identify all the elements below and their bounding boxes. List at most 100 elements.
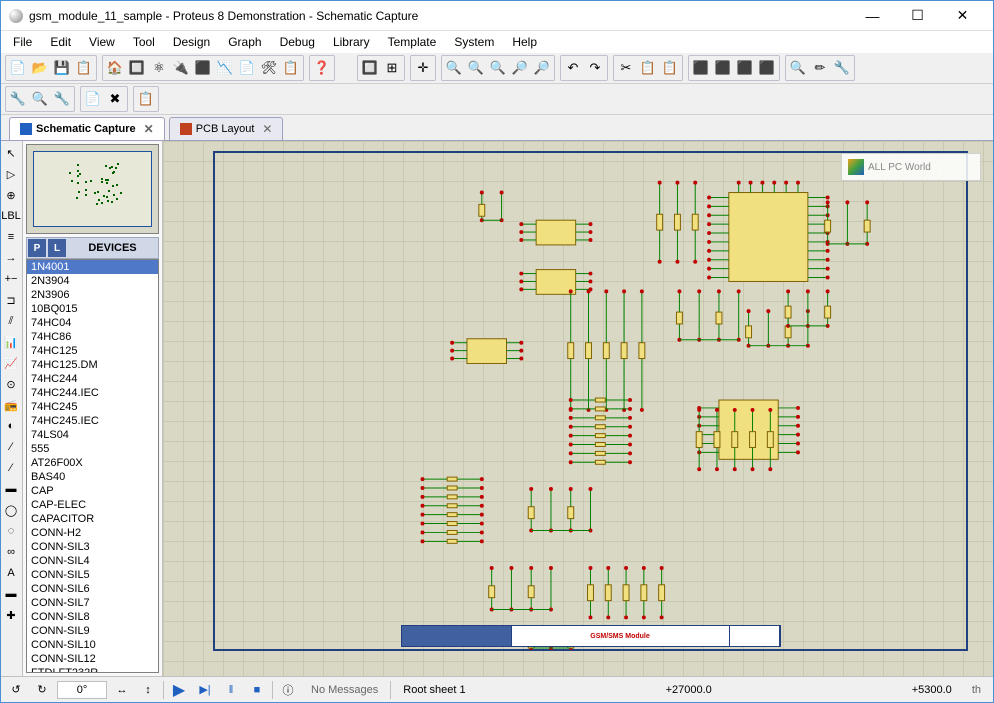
device-item[interactable]: AT26F00X bbox=[27, 456, 158, 470]
overview-panel[interactable] bbox=[26, 144, 159, 234]
messages-label[interactable]: No Messages bbox=[303, 684, 386, 696]
device-item[interactable]: BAS40 bbox=[27, 470, 158, 484]
tool-btn-20[interactable]: A bbox=[1, 563, 21, 583]
device-item[interactable]: CONN-SIL6 bbox=[27, 582, 158, 596]
step-button[interactable]: ▶| bbox=[194, 680, 216, 700]
menu-edit[interactable]: Edit bbox=[42, 33, 79, 51]
device-item[interactable]: CONN-H2 bbox=[27, 526, 158, 540]
device-item[interactable]: FTDI FT232R bbox=[27, 666, 158, 673]
tool-btn-8[interactable]: ⫽ bbox=[1, 311, 21, 331]
tool-btn-10[interactable]: 📈 bbox=[1, 353, 21, 373]
toolbar-btn-15[interactable]: ❓ bbox=[311, 57, 333, 79]
tool-btn-14[interactable]: ⁄ bbox=[1, 437, 21, 457]
tool-btn-0[interactable]: ↖ bbox=[1, 143, 21, 163]
device-item[interactable]: CONN-SIL3 bbox=[27, 540, 158, 554]
minimize-button[interactable]: — bbox=[850, 2, 895, 30]
device-item[interactable]: 74HC245.IEC bbox=[27, 414, 158, 428]
menu-tool[interactable]: Tool bbox=[125, 33, 163, 51]
toolbar-btn-13[interactable]: 📋 bbox=[280, 57, 302, 79]
device-item[interactable]: CONN-SIL4 bbox=[27, 554, 158, 568]
toolbar-btn-b20[interactable]: ⬛ bbox=[734, 57, 756, 79]
toolbar-btn-9[interactable]: ⬛ bbox=[192, 57, 214, 79]
flip-h-button[interactable]: ↔ bbox=[111, 680, 133, 700]
toolbar-btn-b6[interactable]: 🔍 bbox=[465, 57, 487, 79]
tool-btn-9[interactable]: 📊 bbox=[1, 332, 21, 352]
toolbar-btn-b14[interactable]: ✂ bbox=[615, 57, 637, 79]
device-item[interactable]: 74HC125 bbox=[27, 344, 158, 358]
toolbar-btn-10[interactable]: 📉 bbox=[214, 57, 236, 79]
device-item[interactable]: 74HC244 bbox=[27, 372, 158, 386]
menu-library[interactable]: Library bbox=[325, 33, 378, 51]
device-item[interactable]: 74HC245 bbox=[27, 400, 158, 414]
pause-button[interactable]: ‖ bbox=[220, 680, 242, 700]
rotate-cw-button[interactable]: ↻ bbox=[31, 680, 53, 700]
device-list[interactable]: 1N40012N39042N390610BQ01574HC0474HC8674H… bbox=[26, 259, 159, 673]
tool-btn-21[interactable]: ▬ bbox=[1, 584, 21, 604]
device-item[interactable]: CAPACITOR bbox=[27, 512, 158, 526]
toolbar-btn-b15[interactable]: 📋 bbox=[637, 57, 659, 79]
toolbar-btn-4[interactable]: 📄 bbox=[82, 88, 104, 110]
tool-btn-19[interactable]: ∞ bbox=[1, 542, 21, 562]
toolbar-btn-b0[interactable]: 🔲 bbox=[359, 57, 381, 79]
menu-view[interactable]: View bbox=[81, 33, 123, 51]
tool-btn-5[interactable]: → bbox=[1, 248, 21, 268]
stop-button[interactable]: ■ bbox=[246, 680, 268, 700]
tool-btn-18[interactable]: ◌ bbox=[1, 521, 21, 541]
device-item[interactable]: 10BQ015 bbox=[27, 302, 158, 316]
toolbar-btn-1[interactable]: 🔍 bbox=[29, 88, 51, 110]
device-item[interactable]: 1N4001 bbox=[27, 260, 158, 274]
menu-graph[interactable]: Graph bbox=[220, 33, 269, 51]
device-item[interactable]: CONN-SIL8 bbox=[27, 610, 158, 624]
play-button[interactable]: ▶ bbox=[168, 680, 190, 700]
flip-v-button[interactable]: ↕ bbox=[137, 680, 159, 700]
toolbar-btn-b9[interactable]: 🔎 bbox=[531, 57, 553, 79]
toolbar-btn-2[interactable]: 🔧 bbox=[51, 88, 73, 110]
device-item[interactable]: 74HC04 bbox=[27, 316, 158, 330]
toolbar-btn-b5[interactable]: 🔍 bbox=[443, 57, 465, 79]
device-item[interactable]: CONN-SIL9 bbox=[27, 624, 158, 638]
toolbar-btn-0[interactable]: 📄 bbox=[7, 57, 29, 79]
tool-btn-13[interactable]: ◐ bbox=[1, 416, 21, 436]
device-item[interactable]: CAP bbox=[27, 484, 158, 498]
toolbar-btn-b18[interactable]: ⬛ bbox=[690, 57, 712, 79]
device-item[interactable]: 2N3904 bbox=[27, 274, 158, 288]
toolbar-btn-b11[interactable]: ↶ bbox=[562, 57, 584, 79]
toolbar-btn-8[interactable]: 🔌 bbox=[170, 57, 192, 79]
menu-debug[interactable]: Debug bbox=[272, 33, 323, 51]
toolbar-btn-11[interactable]: 📄 bbox=[236, 57, 258, 79]
toolbar-btn-b24[interactable]: ✏ bbox=[809, 57, 831, 79]
tab-close-icon[interactable]: ✕ bbox=[262, 122, 272, 136]
device-item[interactable]: 2N3906 bbox=[27, 288, 158, 302]
toolbar-btn-b8[interactable]: 🔎 bbox=[509, 57, 531, 79]
device-item[interactable]: CONN-SIL5 bbox=[27, 568, 158, 582]
toolbar-btn-3[interactable]: 📋 bbox=[73, 57, 95, 79]
toolbar-btn-b25[interactable]: 🔧 bbox=[831, 57, 853, 79]
tool-btn-12[interactable]: 📻 bbox=[1, 395, 21, 415]
toolbar-btn-b12[interactable]: ↷ bbox=[584, 57, 606, 79]
schematic-canvas[interactable]: GSM/SMS Module ALL PC World bbox=[163, 141, 993, 676]
menu-design[interactable]: Design bbox=[165, 33, 218, 51]
toolbar-btn-12[interactable]: 🛠 bbox=[258, 57, 280, 79]
toolbar-btn-b16[interactable]: 📋 bbox=[659, 57, 681, 79]
toolbar-btn-b21[interactable]: ⬛ bbox=[756, 57, 778, 79]
tool-btn-1[interactable]: ▷ bbox=[1, 164, 21, 184]
tool-btn-17[interactable]: ◯ bbox=[1, 500, 21, 520]
device-item[interactable]: 74HC244.IEC bbox=[27, 386, 158, 400]
toolbar-btn-6[interactable]: 🔲 bbox=[126, 57, 148, 79]
toolbar-btn-5[interactable]: 🏠 bbox=[104, 57, 126, 79]
device-item[interactable]: 74HC125.DM bbox=[27, 358, 158, 372]
info-icon[interactable]: ⓘ bbox=[277, 680, 299, 700]
tab-schematic-capture[interactable]: Schematic Capture✕ bbox=[9, 117, 165, 140]
toolbar-btn-7[interactable]: 📋 bbox=[135, 88, 157, 110]
device-item[interactable]: 74LS04 bbox=[27, 428, 158, 442]
device-item[interactable]: CAP-ELEC bbox=[27, 498, 158, 512]
tool-btn-7[interactable]: ⊐ bbox=[1, 290, 21, 310]
tool-btn-3[interactable]: LBL bbox=[1, 206, 21, 226]
rotate-ccw-button[interactable]: ↺ bbox=[5, 680, 27, 700]
device-item[interactable]: CONN-SIL12 bbox=[27, 652, 158, 666]
maximize-button[interactable]: ☐ bbox=[895, 2, 940, 30]
menu-system[interactable]: System bbox=[446, 33, 502, 51]
close-button[interactable]: ✕ bbox=[940, 2, 985, 30]
tool-btn-4[interactable]: ≡ bbox=[1, 227, 21, 247]
tab-close-icon[interactable]: ✕ bbox=[144, 122, 154, 136]
